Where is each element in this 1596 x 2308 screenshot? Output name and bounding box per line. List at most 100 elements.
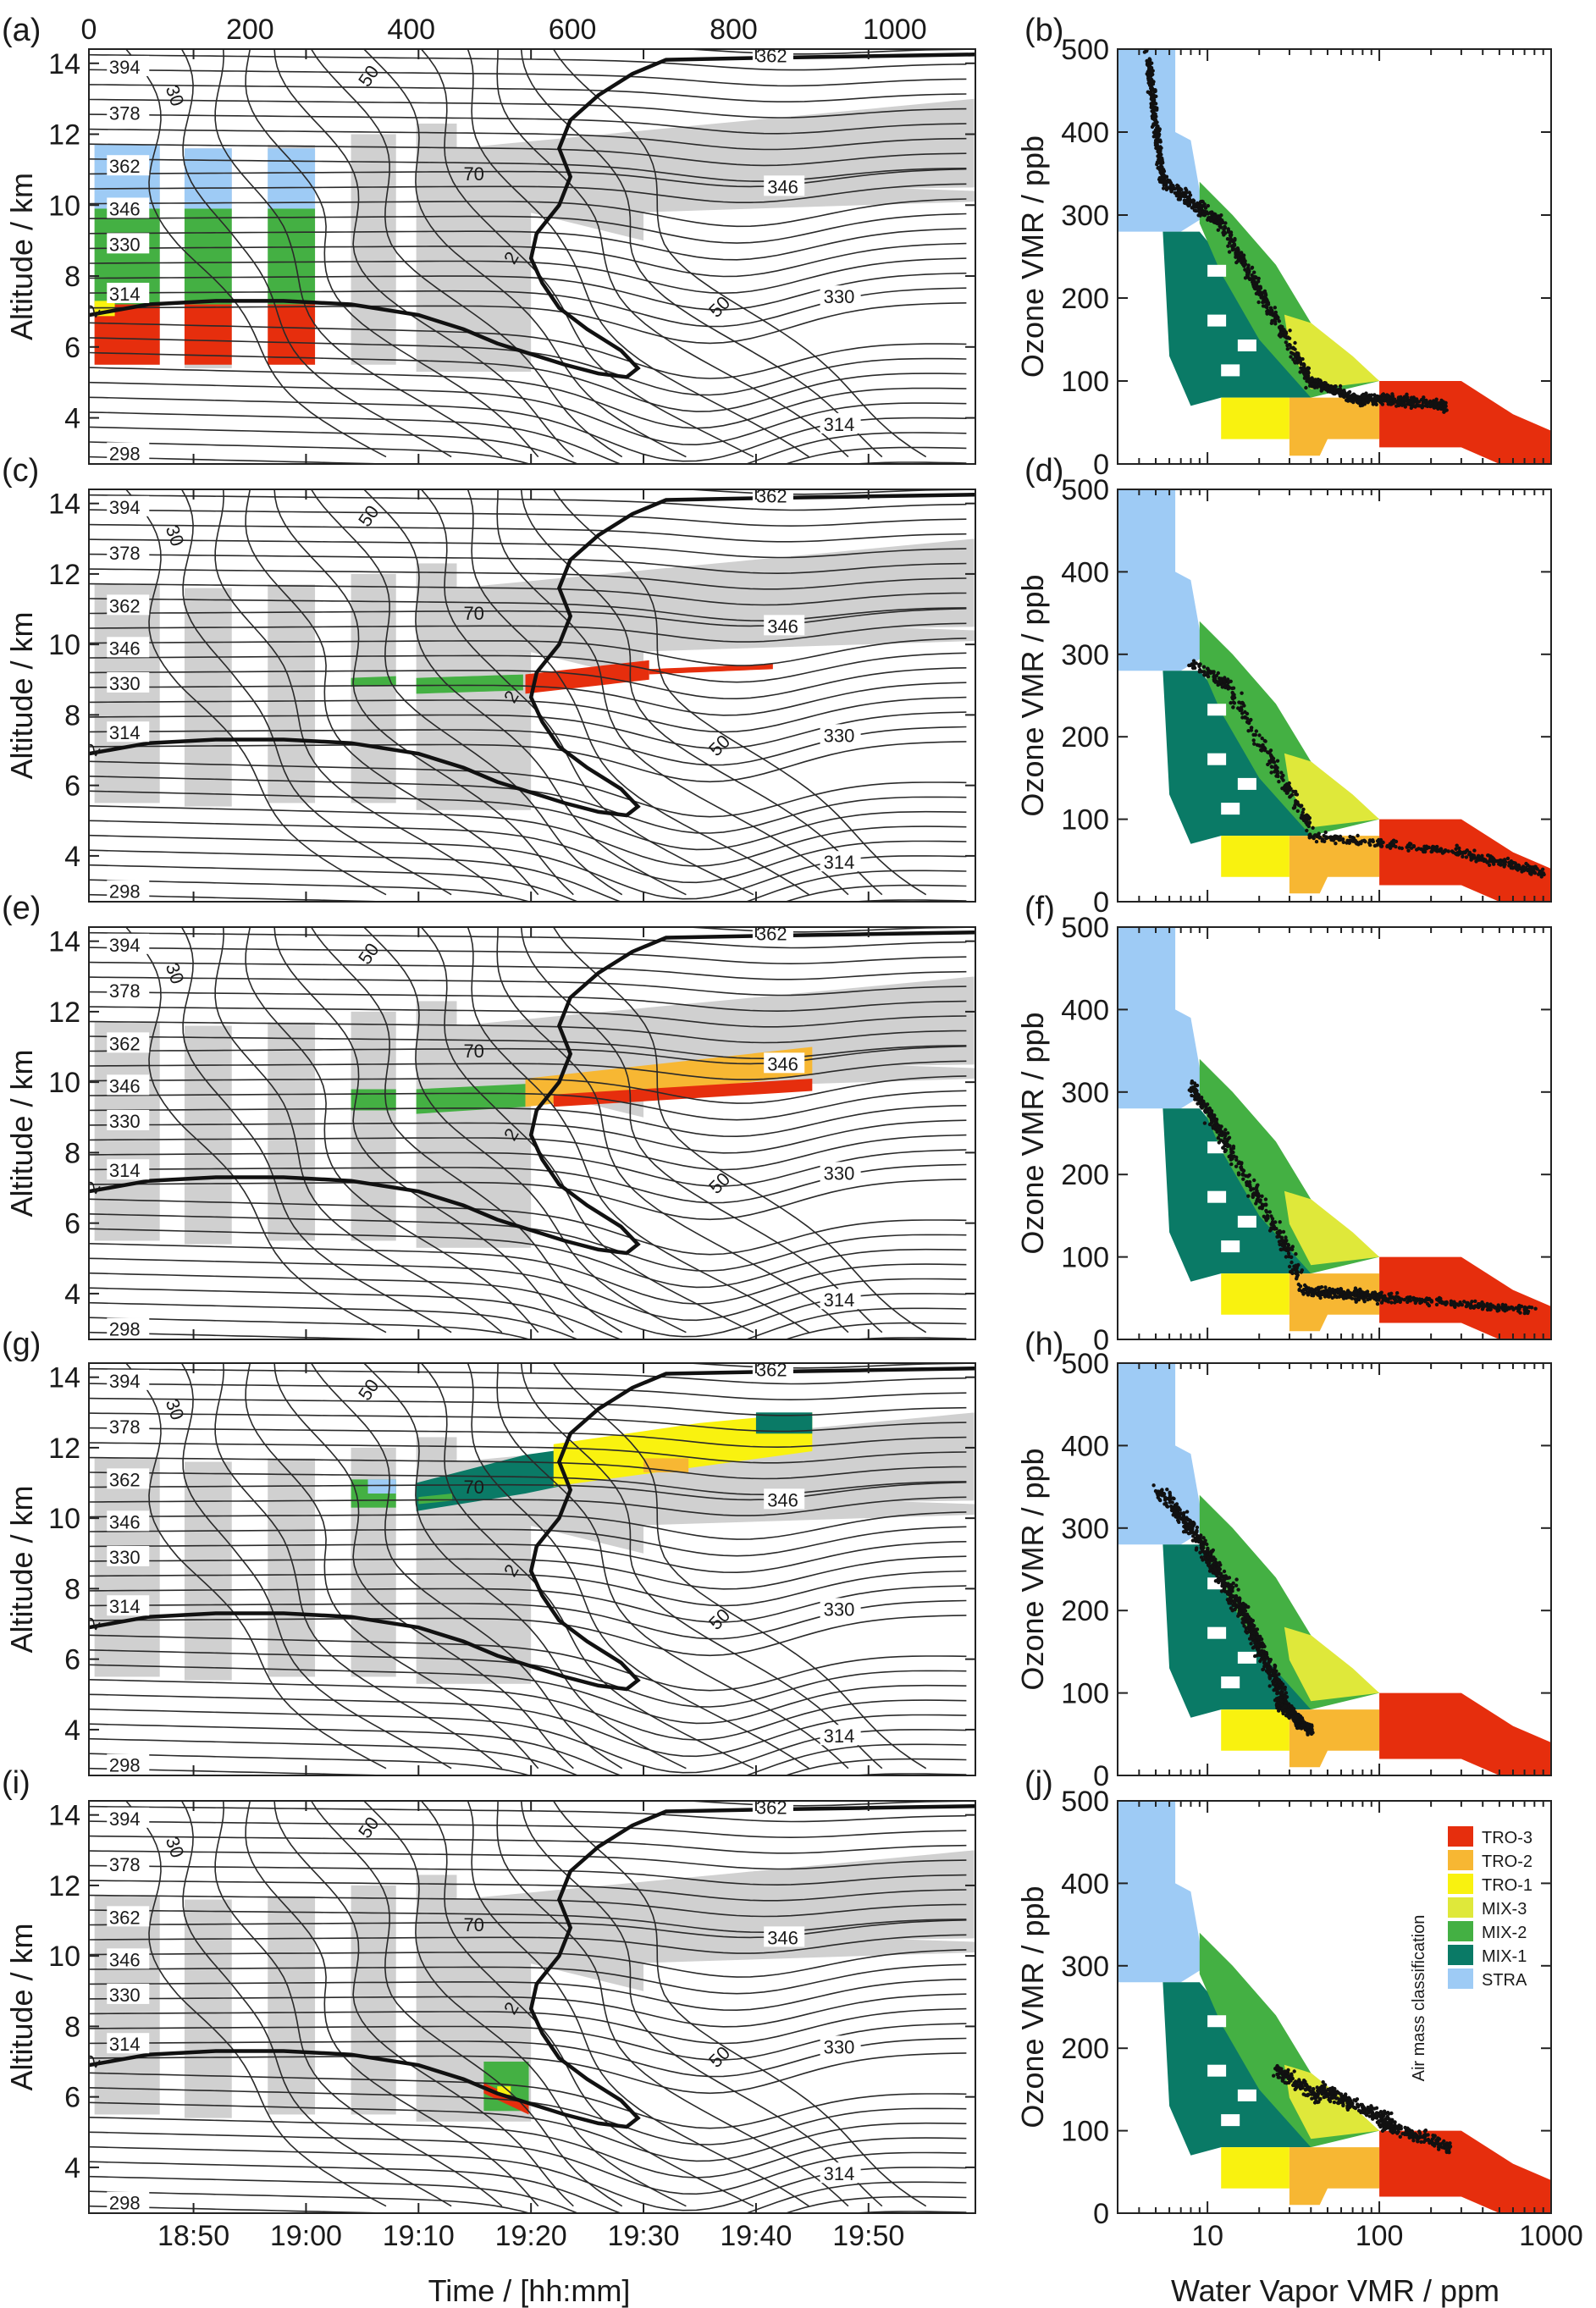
scatter-point bbox=[1190, 1079, 1195, 1084]
isentrope-line bbox=[89, 351, 967, 412]
scatter-point bbox=[1279, 770, 1284, 775]
scatter-point bbox=[1206, 674, 1211, 679]
wind-contour-line bbox=[467, 1801, 809, 2207]
scatter-point bbox=[1371, 1290, 1375, 1295]
scatter-point bbox=[1243, 259, 1247, 263]
isentrope-line bbox=[89, 1471, 967, 1496]
legend-entry-mix-2: MIX-2 bbox=[1448, 1921, 1527, 1942]
scatter-point bbox=[1271, 1223, 1275, 1227]
scatter-point bbox=[1283, 334, 1287, 339]
theta-label-box bbox=[820, 1289, 861, 1310]
wind-contour-line bbox=[420, 1801, 754, 2207]
scatter-point bbox=[1194, 1091, 1199, 1095]
scatter-point bbox=[1386, 394, 1391, 398]
scatter-point bbox=[1250, 1622, 1255, 1626]
wind-contour-line bbox=[180, 489, 452, 896]
isentrope-line bbox=[89, 1723, 967, 1775]
theta-label: 378 bbox=[109, 102, 141, 124]
wind-contour-line bbox=[214, 49, 503, 458]
scatter-point bbox=[1434, 2140, 1439, 2145]
scatter-point bbox=[1294, 798, 1298, 803]
tro3-region bbox=[1379, 2130, 1551, 2213]
flight-leg-wedge bbox=[456, 612, 975, 680]
region-gap bbox=[1237, 1215, 1256, 1228]
theta-label-box bbox=[107, 1159, 150, 1180]
scatter-point bbox=[1283, 2080, 1287, 2084]
legend-swatch-mix-1 bbox=[1448, 1945, 1473, 1965]
wind-label: 50 bbox=[704, 292, 734, 322]
contour-panel-e: 3943783623463303142983623463303143050705… bbox=[48, 926, 976, 1340]
x-tick-label: 18:50 bbox=[157, 2220, 229, 2252]
y-tick-label: 100 bbox=[1061, 1678, 1109, 1710]
scatter-point bbox=[1174, 1505, 1178, 1510]
scatter-point bbox=[1252, 274, 1257, 279]
y-tick-label: 300 bbox=[1061, 1513, 1109, 1545]
scatter-point bbox=[1364, 1295, 1368, 1300]
isentrope-line bbox=[89, 1397, 967, 1416]
scatter-point bbox=[1415, 848, 1419, 852]
scatter-point bbox=[1223, 1136, 1227, 1140]
scatter-point bbox=[1198, 1100, 1203, 1104]
scatter-point bbox=[1236, 1587, 1240, 1592]
scatter-point bbox=[1281, 773, 1285, 778]
scatter-point bbox=[1218, 1571, 1223, 1576]
scatter-point bbox=[1218, 219, 1223, 224]
scatter-point bbox=[1437, 400, 1442, 406]
scatter-point bbox=[1332, 2087, 1337, 2091]
scatter-point bbox=[1440, 851, 1445, 855]
scatter-point bbox=[1407, 842, 1412, 846]
isentrope-line bbox=[89, 976, 967, 997]
scatter-point bbox=[1275, 1684, 1279, 1689]
theta-label-box bbox=[820, 412, 861, 433]
y-tick-label: 500 bbox=[1061, 912, 1109, 944]
scatter-point bbox=[1250, 265, 1255, 270]
scatter-point bbox=[1378, 2123, 1383, 2128]
scatter-point bbox=[1242, 1624, 1246, 1628]
isentrope-line bbox=[89, 598, 967, 622]
scatter-point bbox=[1229, 1147, 1234, 1151]
scatter-point bbox=[1367, 2111, 1371, 2115]
scatter-point bbox=[1206, 1555, 1211, 1560]
scatter-point bbox=[1253, 1654, 1257, 1659]
theta-label: 346 bbox=[767, 616, 798, 637]
scatter-point bbox=[1306, 366, 1312, 371]
panel-label-h: (h) bbox=[1024, 1327, 1063, 1362]
y-tick-label: 0 bbox=[1093, 886, 1109, 919]
contour-panel-i: 3943783623463303142983623463303143050705… bbox=[48, 1800, 976, 2252]
theta-label-box bbox=[107, 495, 150, 516]
scatter-point bbox=[1284, 1255, 1289, 1259]
theta-label: 346 bbox=[767, 1927, 798, 1948]
scatter-point bbox=[1337, 837, 1342, 842]
wind-label: 50 bbox=[704, 1168, 734, 1198]
scatter-point bbox=[1223, 221, 1228, 225]
isentrope-line bbox=[89, 682, 967, 716]
scatter-point bbox=[1273, 313, 1278, 318]
scatter-point bbox=[1153, 88, 1157, 92]
scatter-point bbox=[1395, 1299, 1400, 1304]
scatter-point bbox=[1305, 1290, 1309, 1295]
scatter-point bbox=[1323, 839, 1327, 843]
wind-contour-line bbox=[467, 1363, 809, 1770]
scatter-point bbox=[1223, 1147, 1228, 1152]
legend-swatch-tro-2 bbox=[1448, 1850, 1473, 1870]
stra-region bbox=[1118, 1363, 1208, 1545]
wind-contour-line bbox=[273, 927, 574, 1333]
wind-label: 50 bbox=[354, 939, 384, 968]
theta-label: 330 bbox=[109, 673, 141, 694]
wind-contour-line bbox=[363, 1363, 687, 1770]
scatter-point bbox=[1426, 400, 1430, 406]
scatter-point bbox=[1263, 295, 1268, 301]
region-gap bbox=[1207, 1190, 1227, 1203]
wind-label: 70 bbox=[463, 1477, 483, 1498]
scatter-point bbox=[1197, 664, 1201, 669]
wind-contour-line bbox=[420, 49, 754, 458]
scatter-point bbox=[1454, 847, 1458, 851]
scatter-point bbox=[1516, 1304, 1521, 1309]
tro1-region bbox=[1221, 2147, 1290, 2189]
scatter-point bbox=[1224, 1590, 1229, 1594]
scatter-point bbox=[1389, 1300, 1394, 1305]
profile-curtain bbox=[268, 1022, 316, 1241]
scatter-point bbox=[1388, 846, 1393, 850]
scatter-point bbox=[1226, 684, 1230, 688]
